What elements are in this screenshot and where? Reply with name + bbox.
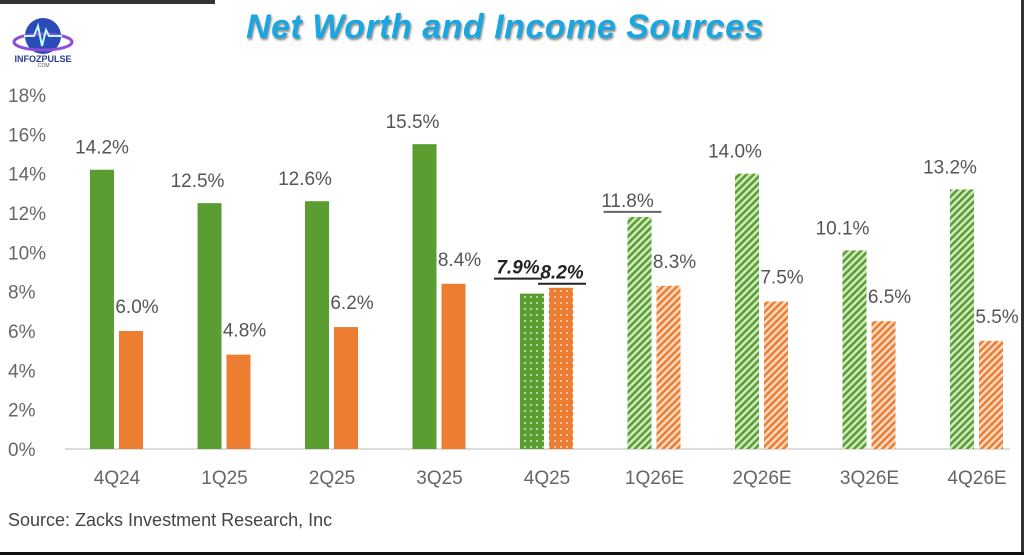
- data-label: 12.6%: [278, 169, 332, 190]
- bottom-border: [0, 552, 1024, 555]
- data-label: 6.0%: [115, 297, 158, 318]
- x-tick-label: 2Q26E: [732, 468, 791, 489]
- data-label: 14.0%: [708, 142, 762, 163]
- bar-green: [412, 144, 437, 449]
- data-label: 10.1%: [816, 218, 870, 239]
- bar-orange: [764, 301, 788, 449]
- data-label: 6.2%: [330, 293, 373, 314]
- data-label: 8.3%: [653, 252, 696, 273]
- data-label: 11.8%: [601, 191, 654, 212]
- y-tick-label: 8%: [8, 283, 36, 304]
- bar-green: [950, 189, 974, 449]
- bar-green: [520, 293, 544, 449]
- bar-green: [842, 250, 867, 449]
- data-label: 5.5%: [975, 307, 1018, 328]
- y-tick-label: 10%: [8, 243, 46, 264]
- bar-orange: [441, 283, 466, 449]
- bar-orange: [979, 340, 1003, 449]
- right-border: [1021, 0, 1024, 555]
- y-tick-label: 18%: [8, 86, 46, 107]
- bar-green: [197, 203, 222, 449]
- x-tick-label: 3Q25: [416, 468, 462, 489]
- page-title: Net Worth and Income Sources: [246, 8, 764, 46]
- x-tick-label: 1Q25: [201, 468, 247, 489]
- bar-green: [735, 173, 759, 449]
- top-border: [0, 0, 215, 4]
- bar-green: [627, 216, 652, 449]
- y-tick-label: 4%: [8, 361, 36, 382]
- bar-green: [90, 169, 114, 449]
- y-tick-label: 12%: [8, 204, 46, 225]
- data-label: 6.5%: [868, 287, 911, 308]
- bar-orange: [119, 331, 143, 449]
- data-label: 4.8%: [223, 321, 266, 342]
- x-tick-label: 4Q25: [524, 468, 570, 489]
- data-label: 7.5%: [760, 268, 803, 289]
- x-tick-label: 4Q24: [94, 468, 141, 489]
- x-tick-label: 3Q26E: [840, 468, 899, 489]
- bar-orange: [334, 327, 358, 449]
- y-tick-label: 0%: [8, 440, 36, 461]
- bar-green: [305, 201, 329, 449]
- bar-orange: [226, 354, 251, 449]
- bar-orange: [656, 285, 681, 449]
- data-label: 14.2%: [75, 138, 129, 159]
- y-tick-label: 2%: [8, 401, 36, 422]
- data-label: 8.4%: [438, 250, 481, 271]
- data-label: 8.2%: [540, 263, 583, 284]
- x-tick-label: 4Q26E: [947, 468, 1006, 489]
- source-note: Source: Zacks Investment Research, Inc: [8, 510, 333, 530]
- infozpulse-logo: [12, 18, 74, 54]
- logo-text: INFOZPULSE: [14, 54, 72, 64]
- y-tick-label: 14%: [8, 165, 46, 186]
- data-label: 15.5%: [386, 112, 440, 133]
- y-tick-label: 6%: [8, 322, 36, 343]
- x-tick-label: 1Q26E: [625, 468, 684, 489]
- bar-orange: [549, 287, 573, 449]
- data-label: 13.2%: [923, 157, 977, 178]
- data-label: 7.9%: [496, 258, 539, 279]
- x-tick-label: 2Q25: [309, 468, 355, 489]
- logo-subtext: .COM: [36, 63, 50, 69]
- bar-orange: [871, 321, 896, 449]
- y-tick-label: 16%: [8, 125, 46, 146]
- data-label: 12.5%: [171, 171, 225, 192]
